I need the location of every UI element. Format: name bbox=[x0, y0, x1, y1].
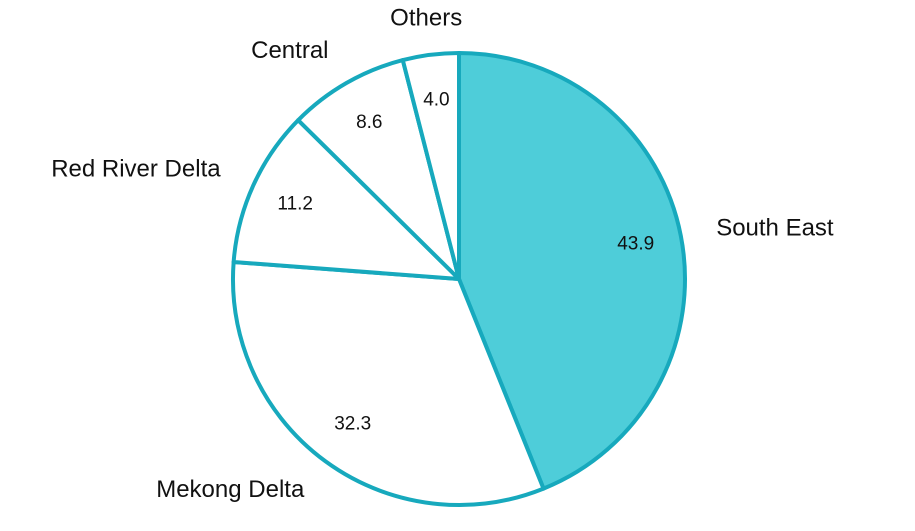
value-label-south-east: 43.9 bbox=[617, 234, 654, 255]
value-label-others: 4.0 bbox=[423, 89, 449, 110]
pie-slice-red-river-delta bbox=[231, 118, 461, 281]
pie-slices bbox=[231, 51, 687, 507]
category-label-red-river-delta: Red River Delta bbox=[51, 156, 221, 183]
pie-slice-mekong-delta bbox=[231, 259, 546, 507]
category-label-south-east: South East bbox=[716, 214, 834, 241]
category-label-mekong-delta: Mekong Delta bbox=[156, 476, 305, 503]
value-label-mekong-delta: 32.3 bbox=[334, 413, 371, 434]
pie-slice-south-east bbox=[457, 51, 687, 491]
pie-slice-others bbox=[400, 51, 461, 281]
pie-labels: 43.9 South East 32.3 Mekong Delta 11.2 Red Ri… bbox=[51, 4, 834, 502]
category-label-central: Central bbox=[251, 37, 328, 64]
pie-slice-central bbox=[296, 58, 461, 281]
category-label-others: Others bbox=[390, 4, 462, 31]
value-label-red-river-delta: 11.2 bbox=[277, 193, 313, 214]
value-label-central: 8.6 bbox=[356, 112, 382, 133]
